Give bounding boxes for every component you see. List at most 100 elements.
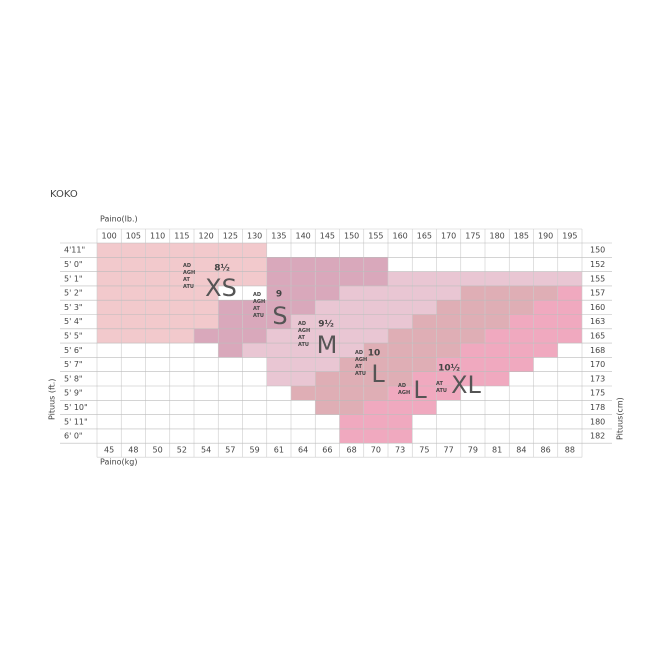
weight-kg: 61	[274, 446, 284, 455]
size-region	[291, 314, 413, 329]
weight-kg: 75	[419, 446, 429, 455]
weight-lb: 195	[562, 232, 577, 241]
weight-lb: 150	[344, 232, 359, 241]
height-cm: 175	[590, 389, 605, 398]
weight-lb: 185	[514, 232, 529, 241]
weight-kg: 66	[322, 446, 332, 455]
weight-kg: 64	[298, 446, 308, 455]
weight-lb: 120	[198, 232, 213, 241]
height-ft: 5' 0"	[64, 260, 83, 269]
weight-lb: 125	[223, 232, 238, 241]
weight-lb: 180	[489, 232, 504, 241]
weight-lb: 140	[295, 232, 310, 241]
height-cm: 163	[590, 317, 605, 326]
height-ft: 4'11"	[64, 246, 85, 255]
weight-kg: 59	[250, 446, 260, 455]
weight-lb: 170	[441, 232, 456, 241]
height-cm-label: Pituus(cm)	[616, 397, 625, 440]
size-number: 10½	[438, 363, 460, 374]
height-cm: 182	[590, 432, 605, 441]
size-code: ATU	[436, 388, 447, 394]
weight-lb: 105	[126, 232, 141, 241]
title: KOKO	[50, 189, 78, 200]
weight-kg: 86	[541, 446, 551, 455]
weight-lb: 175	[465, 232, 480, 241]
height-ft: 5' 8"	[64, 374, 83, 383]
weight-lb: 145	[320, 232, 335, 241]
height-cm: 155	[590, 274, 605, 283]
height-ft-label: Pituus (ft.)	[48, 379, 57, 420]
size-code: AT	[436, 381, 443, 387]
height-cm: 173	[590, 374, 605, 383]
height-ft: 5' 2"	[64, 289, 83, 298]
size-name: L	[413, 376, 427, 404]
size-code: AD	[253, 292, 261, 298]
size-code: AGH	[183, 270, 195, 276]
size-code: ATU	[298, 342, 309, 348]
size-name: L	[371, 360, 385, 388]
grid	[60, 228, 612, 458]
size-region	[363, 400, 437, 415]
size-region	[97, 285, 219, 329]
weight-kg: 45	[104, 446, 114, 455]
weight-lb: 100	[101, 232, 116, 241]
height-ft: 5' 9"	[64, 389, 83, 398]
weight-kg: 88	[565, 446, 575, 455]
size-region	[242, 343, 364, 358]
size-code: AT	[253, 306, 260, 312]
height-ft: 5' 3"	[64, 303, 83, 312]
height-cm: 178	[590, 403, 605, 412]
size-code: AGH	[253, 299, 265, 305]
size-number: 9½	[318, 319, 334, 330]
size-region	[266, 285, 340, 301]
weight-kg: 73	[395, 446, 405, 455]
height-ft: 6' 0"	[64, 432, 83, 441]
size-code: AT	[355, 364, 362, 370]
weight-lb: 110	[150, 232, 165, 241]
weight-kg: 57	[225, 446, 235, 455]
size-code: AD	[183, 263, 191, 269]
size-region	[315, 300, 437, 315]
size-region	[266, 357, 340, 372]
weight-lb: 160	[392, 232, 407, 241]
height-cm: 160	[590, 303, 605, 312]
height-cm: 152	[590, 260, 605, 269]
weight-kg: 52	[177, 446, 187, 455]
weight-kg: 84	[516, 446, 526, 455]
size-region	[97, 243, 267, 286]
weight-kg: 48	[128, 446, 138, 455]
size-code: ATU	[183, 284, 194, 290]
weight-kg: 70	[371, 446, 381, 455]
size-name: XL	[451, 371, 481, 399]
size-code: AGH	[398, 390, 410, 396]
weight-lb-label: Paino(lb.)	[100, 215, 138, 224]
size-code: AD	[398, 383, 406, 389]
weight-kg: 68	[347, 446, 357, 455]
height-cm: 170	[590, 360, 605, 369]
weight-lb: 135	[271, 232, 286, 241]
size-name: M	[317, 331, 338, 359]
size-name: XS	[205, 274, 237, 302]
size-region	[557, 285, 582, 301]
height-ft: 5' 10"	[64, 403, 88, 412]
size-region	[339, 285, 461, 301]
size-region	[388, 386, 461, 401]
height-ft: 5' 7"	[64, 360, 83, 369]
size-number: 8½	[214, 263, 230, 274]
weight-lb: 165	[417, 232, 432, 241]
size-code: ATU	[355, 371, 366, 377]
weight-kg: 50	[153, 446, 163, 455]
height-ft: 5' 1"	[64, 274, 83, 283]
weight-kg: 79	[468, 446, 478, 455]
weight-lb: 155	[368, 232, 383, 241]
weight-kg: 77	[444, 446, 454, 455]
size-number: 9	[276, 290, 282, 300]
height-cm: 168	[590, 346, 605, 355]
size-name: S	[272, 302, 287, 330]
height-ft: 5' 6"	[64, 346, 83, 355]
weight-kg: 81	[492, 446, 502, 455]
size-region	[266, 328, 388, 344]
height-cm: 165	[590, 331, 605, 340]
weight-kg: 54	[201, 446, 211, 455]
